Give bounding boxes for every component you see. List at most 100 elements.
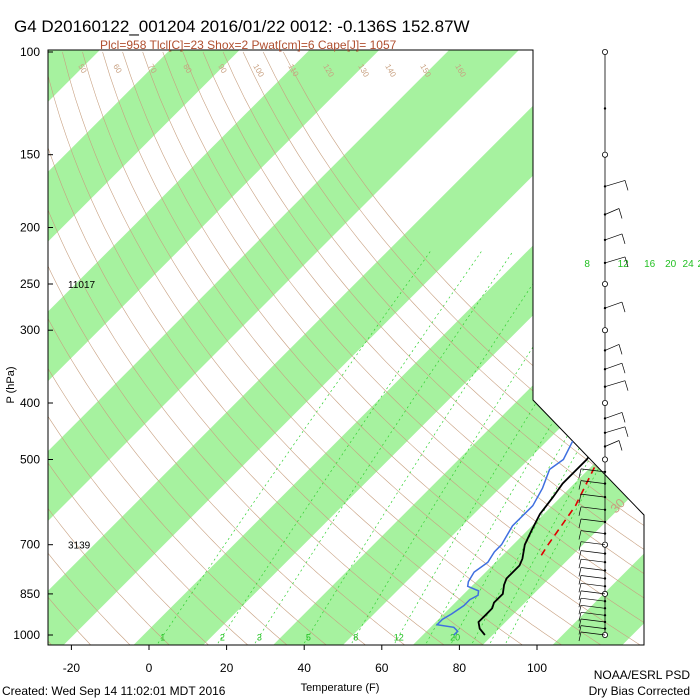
wind-calm-circle <box>602 327 609 334</box>
pressure-tick-label: 1000 <box>13 628 40 642</box>
dry-adiabats <box>0 51 644 647</box>
isotherm-band <box>78 50 644 645</box>
wind-barb-flag <box>618 344 623 355</box>
wind-barb <box>604 233 623 241</box>
wind-barb <box>604 380 626 388</box>
x-axis-label: Temperature (F) <box>301 682 380 694</box>
pressure-tick-label: 100 <box>20 45 40 59</box>
dry-adiabat <box>48 51 251 645</box>
org-label: NOAA/ESRL PSD <box>594 668 691 682</box>
wind-barb-flag <box>624 426 629 437</box>
pressure-tick-label: 400 <box>20 396 40 410</box>
dry-adiabat <box>48 51 290 645</box>
wind-barb-flag <box>578 550 582 560</box>
dry-adiabat <box>262 51 644 645</box>
wind-barb <box>580 480 606 484</box>
pressure-tick-label: 300 <box>20 323 40 337</box>
mixing-ratio-bottom-label: 12 <box>394 632 404 642</box>
pressure-tick-label: 250 <box>20 277 40 291</box>
mixing-ratio-line <box>252 251 514 645</box>
mixing-ratio-line <box>423 251 644 645</box>
wind-barb <box>580 506 606 511</box>
wind-barb <box>580 618 606 623</box>
wind-barb <box>580 575 606 579</box>
wind-barb-flag <box>578 567 582 577</box>
height-label: 11017 <box>68 280 96 291</box>
dry-bias-note: Dry Bias Corrected <box>589 684 690 698</box>
wind-barb <box>604 426 626 434</box>
pressure-tick-label: 200 <box>20 221 40 235</box>
dry-adiabat <box>48 51 448 645</box>
mixing-ratio-bottom-label: 2 <box>220 632 225 642</box>
temperature-tick-label: 60 <box>375 661 389 675</box>
mixing-ratio-line <box>348 251 595 645</box>
temperature-tick-label: 80 <box>453 661 467 675</box>
wind-barb-flag <box>578 625 582 635</box>
wind-barb <box>604 412 623 419</box>
mixing-ratio-line <box>301 251 555 645</box>
isotherm-label: -20 <box>545 206 569 230</box>
wind-barb <box>580 631 606 636</box>
pressure-tick-label: 500 <box>20 453 40 467</box>
dry-adiabat <box>48 51 330 645</box>
isotherm-label: -30 <box>604 76 628 100</box>
mixing-ratio-bottom-label: 8 <box>353 632 358 642</box>
wind-barb <box>580 590 606 595</box>
mixing-ratio-bottom-label: 1 <box>160 632 165 642</box>
wind-barb-flag <box>578 612 582 622</box>
wind-barb <box>580 468 606 473</box>
wind-barb-flag <box>578 494 582 504</box>
temperature-tick-label: 100 <box>527 661 547 675</box>
height-labels: 11017 3139 <box>68 280 96 552</box>
temperature-tick-label: 20 <box>220 661 234 675</box>
dry-adiabat <box>182 51 644 645</box>
wind-barb-flag <box>621 301 626 313</box>
wind-calm-circle <box>602 151 609 158</box>
wind-barb <box>580 558 606 563</box>
mixing-ratio-top-label: 8 <box>584 259 590 270</box>
wind-barb <box>604 256 626 264</box>
wind-barb-flag <box>578 480 582 490</box>
wind-barb-flag <box>578 506 582 516</box>
wind-barb-flag <box>578 518 582 529</box>
dry-adiabat-label: 100 <box>251 63 266 80</box>
wind-barb <box>580 597 606 602</box>
wind-calm-circle <box>602 456 609 463</box>
dry-adiabat <box>0 52 14 647</box>
pressure-axis: 100 150 200 250 300 400 500 700 850 1000 <box>13 45 53 642</box>
dry-adiabat <box>48 51 408 645</box>
wind-barb <box>580 604 606 609</box>
dry-adiabat <box>102 51 605 645</box>
dry-adiabat <box>48 51 54 645</box>
wind-barb <box>580 550 606 554</box>
mixing-ratio-top-label: 24 <box>683 259 695 270</box>
wind-barb <box>604 180 626 187</box>
mixing-ratio-top-label: 16 <box>644 259 656 270</box>
wind-calm-circle <box>602 280 609 287</box>
wind-barb-flag <box>578 590 582 600</box>
temperature-profile-line <box>477 207 644 636</box>
mixing-ratio-top-label: 28 <box>698 259 700 270</box>
wind-barb <box>580 582 606 587</box>
mixing-ratio-line <box>214 251 482 645</box>
temperature-tick-label: 0 <box>146 661 153 675</box>
dry-adiabat <box>48 51 212 645</box>
wind-barb <box>580 567 606 571</box>
wind-barb <box>580 530 606 534</box>
wind-barb-flag <box>621 233 626 245</box>
isotherm-label: 10 <box>572 391 593 412</box>
isotherm-band <box>357 50 644 645</box>
mixing-ratio-bottom-label: 20 <box>450 632 460 642</box>
dry-adiabat-label: 130 <box>356 63 371 80</box>
y-axis-label: P (hPa) <box>5 366 17 403</box>
temperature-tick-label: 40 <box>298 661 312 675</box>
chart-title: G4 D20160122_001204 2016/01/22 0012: -0.… <box>14 17 470 36</box>
dry-adiabat <box>48 51 172 645</box>
dry-adiabat <box>48 51 94 645</box>
wind-barb <box>604 440 620 447</box>
chart-subtitle: Plcl=958 Tlcl[C]=23 Shox=2 Pwat[cm]=6 Ca… <box>100 38 397 52</box>
wind-barb-flag <box>578 541 582 551</box>
